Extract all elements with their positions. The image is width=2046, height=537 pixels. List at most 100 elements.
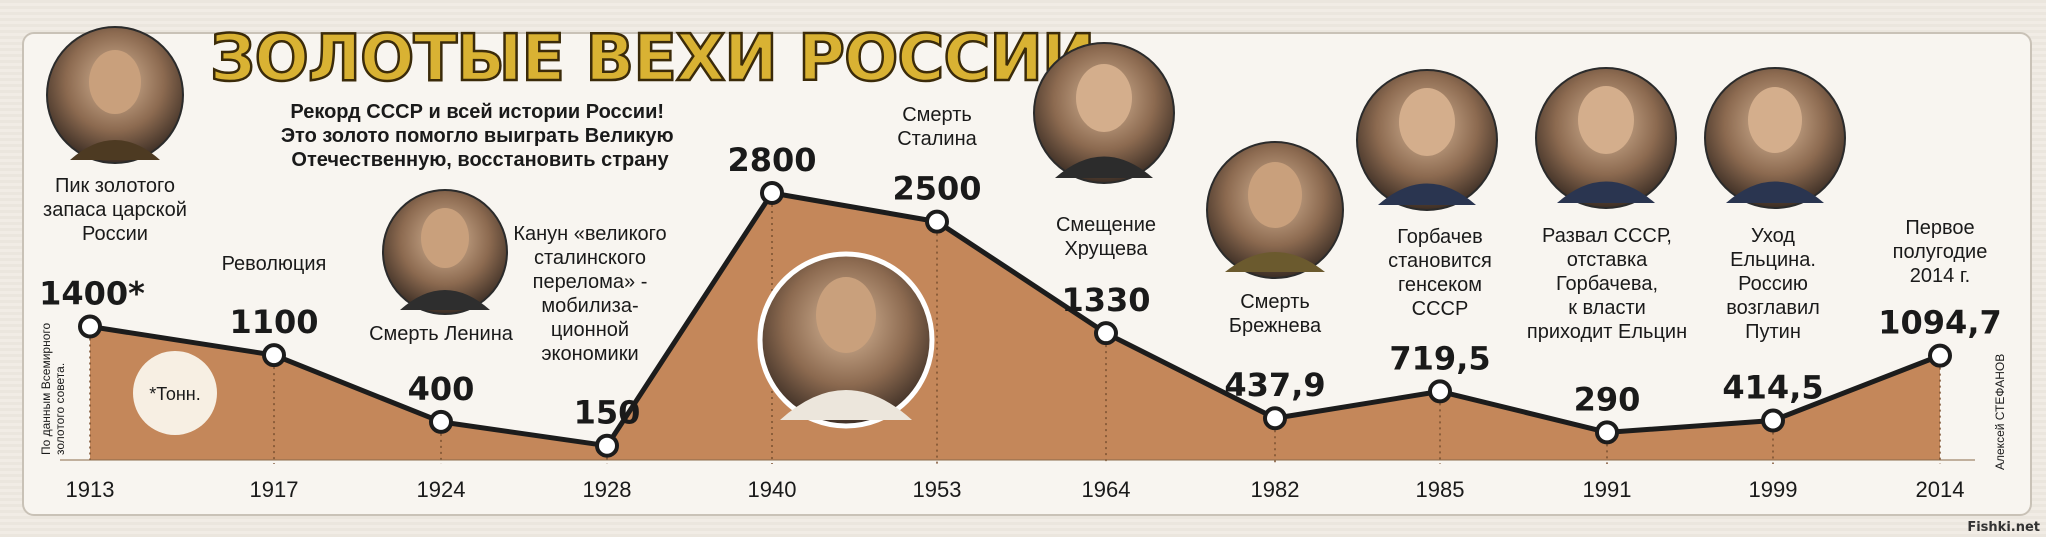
event-label: Горбачев становится генсеком СССР <box>1388 226 1492 320</box>
event-label-line: СССР <box>1412 298 1469 320</box>
event-label: Пик золотого запаса царской России <box>43 175 187 245</box>
x-tick-label: 1999 <box>1749 477 1798 502</box>
data-point <box>1928 343 1952 368</box>
x-tick-label: 1982 <box>1251 477 1300 502</box>
value-label: 400 <box>408 370 475 408</box>
data-point <box>1094 321 1118 346</box>
source-note-line-1: По данным Всемирного <box>39 323 53 455</box>
data-point <box>1761 408 1785 433</box>
record-note-line-1: Рекорд СССР и всей истории России! <box>290 101 664 123</box>
event-label: Канун «великого сталинского перелома» -моб… <box>513 223 666 365</box>
unit-note: *Тонн. <box>149 384 201 404</box>
event-label-line: приходит Ельцин <box>1527 321 1687 343</box>
data-point <box>760 181 784 205</box>
event-label: Смерть Сталина <box>897 104 977 150</box>
event-label-line: к власти <box>1568 297 1646 319</box>
value-label: 1400* <box>39 275 145 313</box>
event-label-line: возглавил <box>1726 297 1820 319</box>
watermark: Fishki.net <box>1967 520 2040 535</box>
event-label-line: Смерть <box>1240 291 1310 313</box>
value-label: 290 <box>1574 380 1641 418</box>
x-tick-label: 1917 <box>250 477 299 502</box>
event-label-line: ционной <box>551 319 629 341</box>
portrait-khrushchev <box>1033 42 1175 184</box>
data-point <box>925 209 949 234</box>
value-label: 2500 <box>892 170 981 208</box>
source-note-line-2: золотого совета. <box>53 363 67 455</box>
event-label: Смерть Ленина <box>369 323 514 345</box>
event-label-line: перелома» - <box>533 271 648 293</box>
event-label-line: сталинского <box>534 247 646 269</box>
value-label: 150 <box>574 394 641 432</box>
event-label-line: становится <box>1388 250 1492 272</box>
event-label: Уход Ельцина. Россию возглавил Путин <box>1726 225 1820 343</box>
event-label-line: Хрущева <box>1064 238 1148 260</box>
event-label-line: Россию <box>1738 273 1808 295</box>
data-point <box>78 314 102 339</box>
record-note-line-3: Отечественную, восстановить страну <box>291 149 669 171</box>
portrait-yeltsin <box>1535 67 1677 209</box>
event-label-line: Брежнева <box>1229 315 1322 337</box>
event-label-line: Смерть Ленина <box>369 323 514 345</box>
event-label: Революция <box>222 253 327 275</box>
value-label: 2800 <box>727 141 816 179</box>
event-label-line: полугодие <box>1893 241 1988 263</box>
data-point <box>429 409 453 434</box>
record-note: Рекорд СССР и всей истории России! Это з… <box>281 101 679 171</box>
event-label-line: отставка <box>1567 249 1648 271</box>
x-tick-label: 1913 <box>66 477 115 502</box>
portrait-brezhnev <box>1206 141 1344 279</box>
data-point <box>1595 420 1619 445</box>
event-label-line: России <box>82 223 148 245</box>
x-tick-label: 1985 <box>1416 477 1465 502</box>
record-note-line-2: Это золото помогло выиграть Великую <box>281 125 674 147</box>
value-label: 1094,7 <box>1878 304 2001 342</box>
value-label: 1330 <box>1061 281 1150 319</box>
area-fill <box>90 193 1940 460</box>
value-label: 414,5 <box>1722 368 1823 406</box>
data-point <box>262 343 286 368</box>
event-label: Смерть Брежнева <box>1229 291 1322 337</box>
event-label-line: Смещение <box>1056 214 1156 236</box>
chart-title: ЗОЛОТЫЕ ВЕХИ РОССИИ <box>210 22 1094 96</box>
x-tick-label: 2014 <box>1916 477 1965 502</box>
event-label-line: Пик золотого <box>55 175 175 197</box>
value-label: 719,5 <box>1389 339 1490 377</box>
event-label-line: экономики <box>541 343 638 365</box>
x-tick-label: 1940 <box>748 477 797 502</box>
source-note: По данным Всемирного золотого совета. <box>39 319 67 455</box>
event-label: Смещение Хрущева <box>1056 214 1156 260</box>
event-label-line: мобилиза- <box>541 295 638 317</box>
event-label-line: Канун «великого <box>513 223 666 245</box>
x-tick-label: 1953 <box>913 477 962 502</box>
event-label-line: Революция <box>222 253 327 275</box>
event-label-line: Развал СССР, <box>1542 225 1672 247</box>
event-label-line: генсеком <box>1398 274 1482 296</box>
event-label-line: Горбачева, <box>1556 273 1658 295</box>
portrait-gorbachev <box>1356 69 1498 211</box>
event-label: Развал СССР, отставка Горбачева, к власти пр… <box>1527 225 1687 343</box>
event-label-line: запаса царской <box>43 199 187 221</box>
event-label-line: Сталина <box>897 128 977 150</box>
portrait-putin <box>1704 67 1846 209</box>
data-point <box>1428 379 1452 404</box>
event-label-line: 2014 г. <box>1910 265 1970 287</box>
x-tick-label: 1924 <box>417 477 466 502</box>
data-point <box>1263 406 1287 431</box>
event-label-line: Горбачев <box>1397 226 1483 248</box>
event-label-line: Уход <box>1751 225 1795 247</box>
series-line <box>89 190 1941 449</box>
value-label: 1100 <box>229 303 318 341</box>
unit-note-circle <box>133 351 217 435</box>
value-label: 437,9 <box>1224 366 1325 404</box>
portrait-stalin <box>757 251 935 429</box>
event-label-line: Ельцина. <box>1730 249 1816 271</box>
x-tick-label: 1928 <box>583 477 632 502</box>
event-label-line: Путин <box>1745 321 1801 343</box>
portrait-lenin <box>382 189 508 315</box>
author-credit: Алексей СТЕФАНОВ <box>1993 354 2007 470</box>
event-label-line: Смерть <box>902 104 972 126</box>
x-tick-label: 1964 <box>1082 477 1131 502</box>
portrait-nicholas-ii <box>46 26 184 164</box>
